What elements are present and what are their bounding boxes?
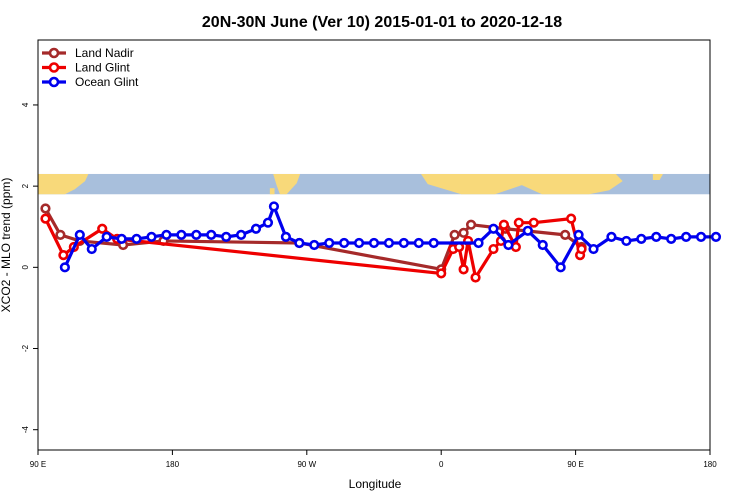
map-land-0 [38,173,89,195]
data-point [503,239,514,251]
data-point [58,250,69,261]
data-point [522,225,533,236]
data-point [651,231,662,242]
data-point [458,264,469,275]
data-point [235,229,247,240]
data-point [40,213,51,224]
legend-marker [48,62,60,73]
x-tick-label: 180 [703,460,717,469]
legend-item: Ocean Glint [42,75,139,89]
y-tick-label: 0 [21,265,30,270]
data-point [324,237,335,249]
data-point [398,237,409,249]
data-point [191,229,202,240]
data-point [528,217,539,228]
data-point [498,219,510,230]
data-point [470,272,481,283]
y-tick-label: 2 [21,183,30,188]
data-point [636,233,647,245]
data-point [97,223,108,234]
data-point [458,227,469,238]
data-point [695,231,707,242]
x-tick-label: 90 E [567,460,583,469]
y-tick-label: -2 [21,344,30,352]
data-point [449,229,460,240]
data-point [206,229,217,240]
data-point [59,262,70,273]
data-point [606,231,617,242]
series-ocean-glint [59,201,722,273]
x-axis-label: Longitude [349,477,402,491]
data-point [268,201,280,212]
legend-label: Ocean Glint [75,75,139,89]
data-point [262,217,274,228]
data-point [40,203,51,214]
data-point [488,243,499,255]
data-point [176,229,187,240]
map-band [38,173,710,195]
data-point [465,219,477,230]
map-land-2 [269,188,275,195]
y-axis-label: XCO2 - MLO trend (ppm) [0,178,13,313]
legend-label: Land Nadir [75,46,134,60]
legend-marker [48,76,60,88]
data-point [537,239,548,251]
data-point [473,237,484,249]
data-point [566,213,577,224]
data-point [621,235,632,247]
data-point [250,223,262,234]
data-point [428,237,439,249]
data-point [413,237,424,249]
data-point [55,229,66,240]
data-point [513,217,524,228]
data-point [368,237,380,249]
data-point [339,237,350,249]
y-axis: -4 -2 0 2 4 [21,102,38,433]
data-point [116,233,127,245]
legend-marker [48,47,60,59]
data-point [573,229,584,240]
plot-frame [37,39,711,451]
data-point [74,229,85,240]
legend-label: Land Glint [75,61,130,75]
legend-item: Land Glint [42,61,130,75]
data-point [488,223,499,234]
data-point [383,237,395,249]
data-point [280,231,291,242]
data-point [146,231,157,242]
data-point [588,243,599,255]
data-point [353,237,365,249]
x-tick-label: 0 [439,460,444,469]
map-land-1 [273,173,301,195]
data-point [101,231,112,242]
series-group [40,201,722,283]
data-point [309,239,320,251]
x-axis: 90 E 180 90 W 0 90 E 180 [30,450,717,469]
data-point [86,243,97,255]
data-point [555,262,566,273]
legend-item: Land Nadir [42,46,134,60]
data-point [560,229,571,240]
data-point [161,229,172,240]
data-point [576,243,587,255]
data-point [436,268,447,279]
x-tick-label: 90 W [297,460,316,469]
data-point [131,233,142,245]
map-land-4 [652,173,663,181]
data-point [666,233,677,245]
y-tick-label: -4 [21,426,30,434]
map-land-3 [421,173,623,195]
y-tick-label: 4 [21,102,30,107]
x-tick-label: 180 [166,460,180,469]
x-tick-label: 90 E [30,460,46,469]
data-point [710,231,722,242]
data-point [681,231,692,242]
data-point [294,237,305,249]
series-land-glint [40,213,587,283]
data-point [221,231,232,242]
chart-title: 20N-30N June (Ver 10) 2015-01-01 to 2020… [202,14,562,31]
